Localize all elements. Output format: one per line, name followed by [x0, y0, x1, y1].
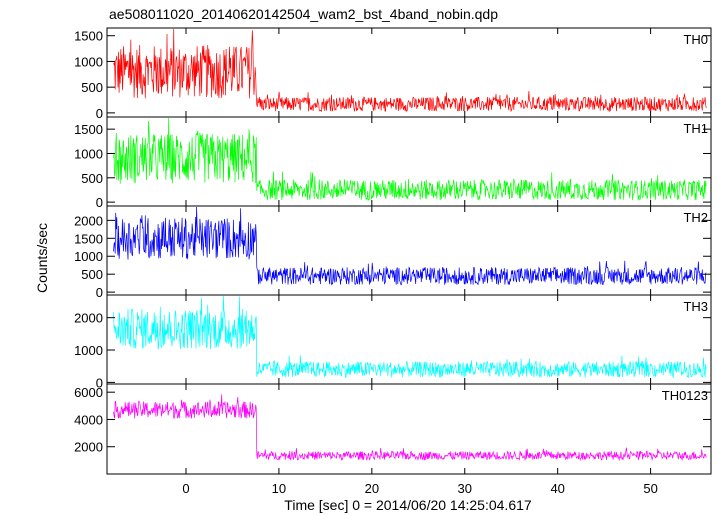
panel-label-th1: TH1: [683, 121, 708, 136]
panel-label-th2: TH2: [683, 210, 708, 225]
panel-label-th3: TH3: [683, 299, 708, 314]
panel-label-th0: TH0: [683, 32, 708, 47]
series-line-th1: [113, 117, 707, 201]
y-tick-label: 1000: [74, 343, 103, 358]
series-line-th0: [113, 28, 707, 113]
y-tick-label: 6000: [74, 385, 103, 400]
series-line-th3: [113, 295, 707, 379]
y-tick-label: 1500: [74, 231, 103, 246]
x-tick-label: 40: [550, 481, 564, 496]
y-tick-label: 1500: [74, 29, 103, 44]
y-tick-label: 2000: [74, 213, 103, 228]
y-tick-label: 1500: [74, 122, 103, 137]
x-axis: 0 10 20 30 40 50: [182, 481, 657, 496]
panel-th3: 0 1000 2000 TH3: [74, 294, 712, 390]
panel-label-th0123: TH0123: [662, 388, 708, 403]
x-tick-label: 10: [272, 481, 286, 496]
y-tick-label: 1000: [74, 146, 103, 161]
y-tick-label: 2000: [74, 440, 103, 455]
x-tick-label: 50: [643, 481, 657, 496]
x-tick-label: 30: [458, 481, 472, 496]
x-tick-label: 0: [182, 481, 189, 496]
panel-frame: [106, 383, 712, 475]
series-line-th0123: [113, 394, 707, 462]
x-axis-title: Time [sec] 0 = 2014/06/20 14:25:04.617: [284, 497, 532, 513]
panel-th0123: 2000 4000 6000 TH0123: [74, 383, 712, 475]
y-tick-label: 0: [96, 195, 103, 210]
y-tick-label: 2000: [74, 311, 103, 326]
y-tick-label: 1000: [74, 54, 103, 69]
panel-th0: 0 500 1000 1500 TH0: [74, 27, 712, 121]
y-axis-title: Counts/sec: [34, 223, 50, 293]
chart-title: ae508011020_20140620142504_wam2_bst_4ban…: [109, 6, 498, 22]
y-tick-label: 500: [81, 267, 103, 282]
x-tick-label: 20: [365, 481, 379, 496]
panel-th1: 0 500 1000 1500 TH1: [74, 116, 712, 210]
y-tick-label: 0: [96, 285, 103, 300]
y-tick-label: 0: [96, 106, 103, 121]
series-line-th2: [113, 206, 707, 286]
y-tick-label: 500: [81, 171, 103, 186]
panel-th2: 0 500 1000 1500 2000 TH2: [74, 205, 712, 300]
y-tick-label: 4000: [74, 412, 103, 427]
y-tick-label: 0: [96, 375, 103, 390]
y-tick-label: 1000: [74, 249, 103, 264]
y-tick-label: 500: [81, 80, 103, 95]
panels-group: 0 500 1000 1500 TH0 0 500 1000 1500 TH1 0 500 1000 15…: [74, 27, 712, 475]
